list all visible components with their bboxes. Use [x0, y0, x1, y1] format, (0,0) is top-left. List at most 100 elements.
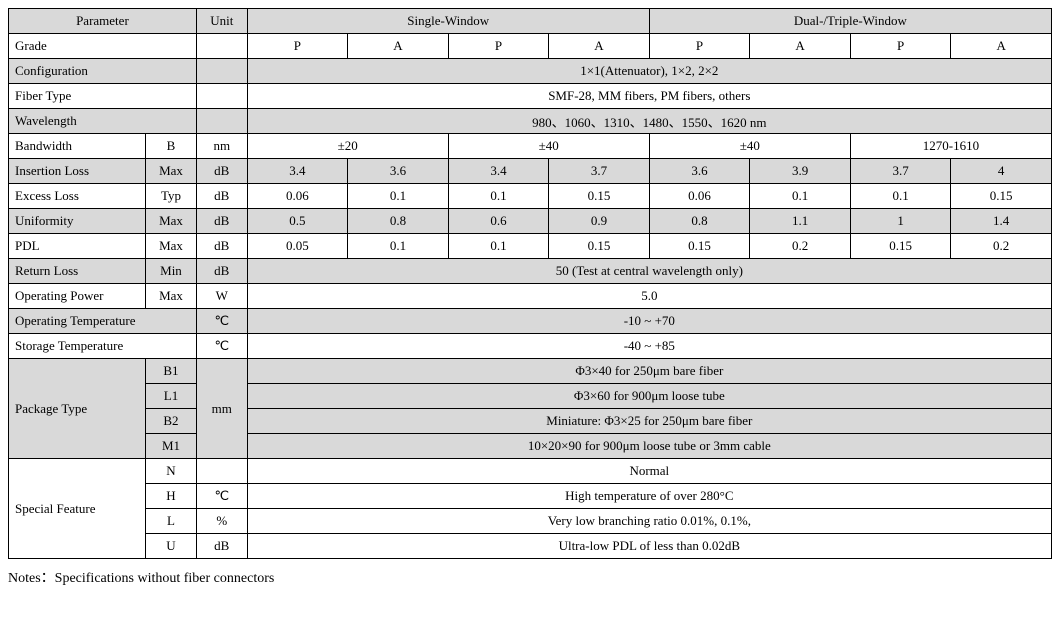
el-5: 0.1 [750, 184, 851, 209]
row-el-unit: dB [196, 184, 247, 209]
row-bw-label: Bandwidth [9, 134, 146, 159]
row-op-unit: W [196, 284, 247, 309]
row-un-unit: dB [196, 209, 247, 234]
row-bw-unit: nm [196, 134, 247, 159]
bw-g3: 1270-1610 [850, 134, 1051, 159]
row-pkg-label: Package Type [9, 359, 146, 459]
el-6: 0.1 [850, 184, 951, 209]
sf-sym-3: U [146, 534, 197, 559]
un-6: 1 [850, 209, 951, 234]
row-un-sym: Max [146, 209, 197, 234]
row-il-sym: Max [146, 159, 197, 184]
sf-unit-2: % [196, 509, 247, 534]
el-4: 0.06 [649, 184, 750, 209]
sf-val-1: High temperature of over 280°C [247, 484, 1051, 509]
pkg-val-0: Φ3×40 for 250μm bare fiber [247, 359, 1051, 384]
un-4: 0.8 [649, 209, 750, 234]
pdl-4: 0.15 [649, 234, 750, 259]
row-op-sym: Max [146, 284, 197, 309]
un-2: 0.6 [448, 209, 549, 234]
pdl-7: 0.2 [951, 234, 1052, 259]
row-pdl-unit: dB [196, 234, 247, 259]
row-config-unit [196, 59, 247, 84]
row-wl-unit [196, 109, 247, 134]
sf-unit-1: ℃ [196, 484, 247, 509]
row-fiber-value: SMF-28, MM fibers, PM fibers, others [247, 84, 1051, 109]
pkg-sym-3: M1 [146, 434, 197, 459]
row-bw-sym: B [146, 134, 197, 159]
sf-val-3: Ultra-low PDL of less than 0.02dB [247, 534, 1051, 559]
il-6: 3.7 [850, 159, 951, 184]
row-el-label: Excess Loss [9, 184, 146, 209]
sf-sym-2: L [146, 509, 197, 534]
un-1: 0.8 [348, 209, 449, 234]
row-pdl-sym: Max [146, 234, 197, 259]
pkg-val-1: Φ3×60 for 900μm loose tube [247, 384, 1051, 409]
notes-text: Notes：Specifications without fiber conne… [8, 567, 1052, 587]
hdr-parameter: Parameter [9, 9, 197, 34]
row-fiber-unit [196, 84, 247, 109]
sf-sym-1: H [146, 484, 197, 509]
pdl-6: 0.15 [850, 234, 951, 259]
pdl-2: 0.1 [448, 234, 549, 259]
sf-unit-3: dB [196, 534, 247, 559]
il-0: 3.4 [247, 159, 348, 184]
pkg-sym-1: L1 [146, 384, 197, 409]
hdr-dual: Dual-/Triple-Window [649, 9, 1051, 34]
il-4: 3.6 [649, 159, 750, 184]
bw-g2: ±40 [649, 134, 850, 159]
il-3: 3.7 [549, 159, 650, 184]
row-grade-unit [196, 34, 247, 59]
un-5: 1.1 [750, 209, 851, 234]
row-un-label: Uniformity [9, 209, 146, 234]
grade-c7: A [951, 34, 1052, 59]
row-pdl-label: PDL [9, 234, 146, 259]
sf-unit-0 [196, 459, 247, 484]
el-3: 0.15 [549, 184, 650, 209]
il-1: 3.6 [348, 159, 449, 184]
row-fiber-label: Fiber Type [9, 84, 197, 109]
row-ot-value: -10 ~ +70 [247, 309, 1051, 334]
row-wl-value: 980、1060、1310、1480、1550、1620 nm [247, 109, 1051, 134]
il-5: 3.9 [750, 159, 851, 184]
grade-c4: P [649, 34, 750, 59]
row-grade-label: Grade [9, 34, 197, 59]
row-wl-label: Wavelength [9, 109, 197, 134]
pkg-sym-2: B2 [146, 409, 197, 434]
row-sf-label: Special Feature [9, 459, 146, 559]
sf-val-0: Normal [247, 459, 1051, 484]
grade-c0: P [247, 34, 348, 59]
grade-c3: A [549, 34, 650, 59]
pdl-0: 0.05 [247, 234, 348, 259]
row-rl-label: Return Loss [9, 259, 146, 284]
grade-c5: A [750, 34, 851, 59]
el-2: 0.1 [448, 184, 549, 209]
row-pkg-unit: mm [196, 359, 247, 459]
pdl-5: 0.2 [750, 234, 851, 259]
grade-c6: P [850, 34, 951, 59]
row-ot-unit: ℃ [196, 309, 247, 334]
row-op-label: Operating Power [9, 284, 146, 309]
row-op-value: 5.0 [247, 284, 1051, 309]
row-il-unit: dB [196, 159, 247, 184]
row-st-label: Storage Temperature [9, 334, 197, 359]
el-7: 0.15 [951, 184, 1052, 209]
row-rl-unit: dB [196, 259, 247, 284]
row-st-value: -40 ~ +85 [247, 334, 1051, 359]
un-7: 1.4 [951, 209, 1052, 234]
row-config-label: Configuration [9, 59, 197, 84]
pdl-3: 0.15 [549, 234, 650, 259]
bw-g0: ±20 [247, 134, 448, 159]
un-0: 0.5 [247, 209, 348, 234]
el-0: 0.06 [247, 184, 348, 209]
grade-c1: A [348, 34, 449, 59]
hdr-single: Single-Window [247, 9, 649, 34]
spec-table: Parameter Unit Single-Window Dual-/Tripl… [8, 8, 1052, 559]
row-rl-value: 50 (Test at central wavelength only) [247, 259, 1051, 284]
row-config-value: 1×1(Attenuator), 1×2, 2×2 [247, 59, 1051, 84]
bw-g1: ±40 [448, 134, 649, 159]
el-1: 0.1 [348, 184, 449, 209]
row-rl-sym: Min [146, 259, 197, 284]
pdl-1: 0.1 [348, 234, 449, 259]
hdr-unit: Unit [196, 9, 247, 34]
